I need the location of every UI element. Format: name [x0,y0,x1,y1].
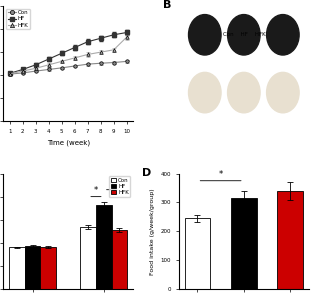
Text: *: * [110,180,114,189]
Ellipse shape [266,72,299,113]
Bar [9,248,25,289]
Ellipse shape [188,14,221,55]
Bar [112,230,127,289]
Bar [185,218,210,289]
Ellipse shape [188,72,221,113]
Bar [25,246,40,289]
Bar [80,227,96,289]
Text: *: * [94,186,98,196]
Text: *: * [218,170,223,179]
Bar [96,205,112,289]
Legend: Con, HF, HFK: Con, HF, HFK [109,176,130,197]
Text: D: D [142,168,152,178]
Ellipse shape [227,14,260,55]
Y-axis label: Food intake (g/week/group): Food intake (g/week/group) [150,188,155,275]
Ellipse shape [227,72,260,113]
Bar [40,247,56,289]
Bar [231,198,256,289]
Bar [277,191,303,289]
Ellipse shape [266,14,299,55]
Legend: Con, HF, HFK: Con, HF, HFK [6,9,30,29]
Text: Con    HF    HFK: Con HF HFK [222,32,265,37]
X-axis label: Time (week): Time (week) [46,140,90,146]
Text: B: B [163,0,172,10]
